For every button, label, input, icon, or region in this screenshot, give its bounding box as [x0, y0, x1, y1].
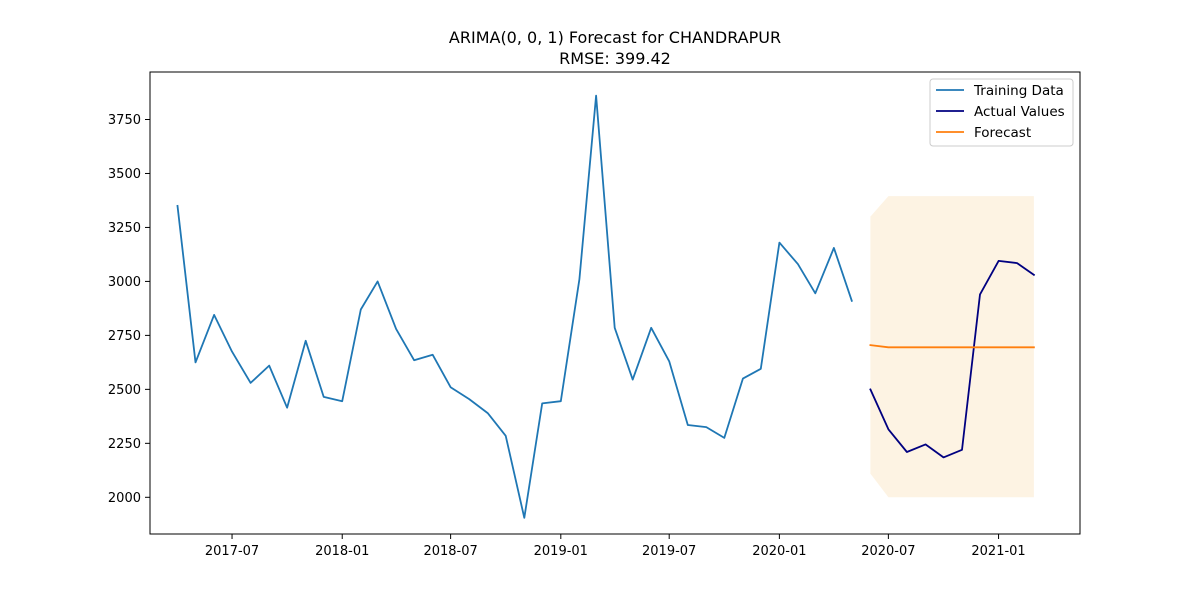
x-tick-label: 2019-07	[642, 544, 696, 559]
y-tick-label: 3000	[108, 275, 141, 290]
legend-label-training-data: Training Data	[973, 83, 1064, 99]
x-tick-label: 2020-07	[861, 544, 915, 559]
x-tick-label: 2018-07	[423, 544, 477, 559]
x-tick-label: 2017-07	[205, 544, 259, 559]
plot-frame	[149, 71, 1081, 535]
series-line-training-data	[176, 94, 853, 519]
x-tick-label: 2018-01	[315, 544, 369, 559]
y-tick-label: 3250	[108, 221, 141, 236]
y-axis: 2000 2250 2500 2750 3000 3250 3500 3750	[108, 113, 150, 506]
legend-label-forecast: Forecast	[974, 125, 1031, 141]
y-tick-label: 2250	[108, 437, 141, 452]
chart-title: ARIMA(0, 0, 1) Forecast for CHANDRAPUR	[449, 28, 781, 47]
series-layer	[176, 94, 1036, 519]
x-tick-label: 2020-01	[752, 544, 806, 559]
series-line-actual-values	[869, 259, 1036, 459]
series-line-forecast	[869, 344, 1035, 349]
legend-label-actual-values: Actual Values	[974, 104, 1065, 120]
y-tick-label: 3750	[108, 113, 141, 128]
y-tick-label: 2750	[108, 329, 141, 344]
y-tick-label: 2000	[108, 491, 141, 506]
y-tick-label: 3500	[108, 167, 141, 182]
x-tick-label: 2021-01	[971, 544, 1025, 559]
legend-box	[929, 78, 1074, 147]
x-tick-label: 2019-01	[534, 544, 588, 559]
x-axis: 2017-07 2018-01 2018-07 2019-01 2019-07 2020-…	[205, 534, 1026, 559]
chart-subtitle: RMSE: 399.42	[559, 49, 671, 68]
legend: Training Data Actual Values Forecast	[929, 78, 1074, 147]
y-tick-label: 2500	[108, 383, 141, 398]
